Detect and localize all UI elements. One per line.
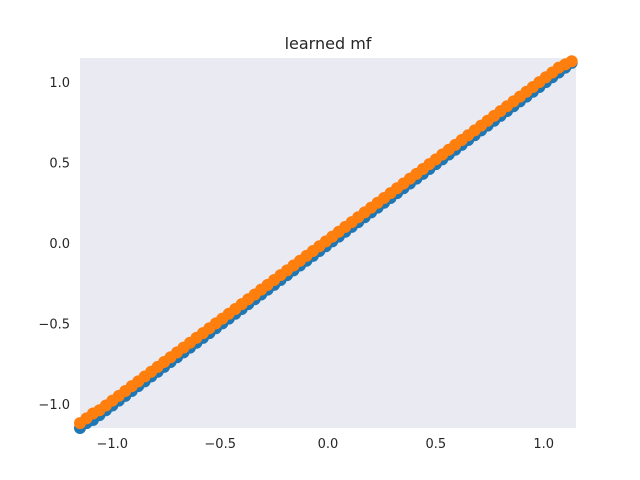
x-tick-label: 0.5 — [425, 437, 446, 452]
y-tick-label: 1.0 — [49, 76, 70, 91]
x-axis-ticks: −1.0 −0.5 0.0 0.5 1.0 — [97, 437, 555, 452]
y-tick-label: −0.5 — [38, 317, 70, 332]
x-tick-label: −0.5 — [204, 437, 236, 452]
x-tick-label: 1.0 — [533, 437, 554, 452]
x-tick-label: 0.0 — [318, 437, 339, 452]
series-layer — [74, 55, 578, 434]
y-axis-ticks: −1.0 −0.5 0.0 0.5 1.0 — [38, 76, 70, 413]
series-2-point-76 — [565, 55, 578, 68]
x-tick-label: −1.0 — [97, 437, 129, 452]
y-tick-label: −1.0 — [38, 398, 70, 413]
y-tick-label: 0.0 — [49, 237, 70, 252]
y-tick-label: 0.5 — [49, 157, 70, 172]
chart-title: learned mf — [285, 34, 372, 53]
